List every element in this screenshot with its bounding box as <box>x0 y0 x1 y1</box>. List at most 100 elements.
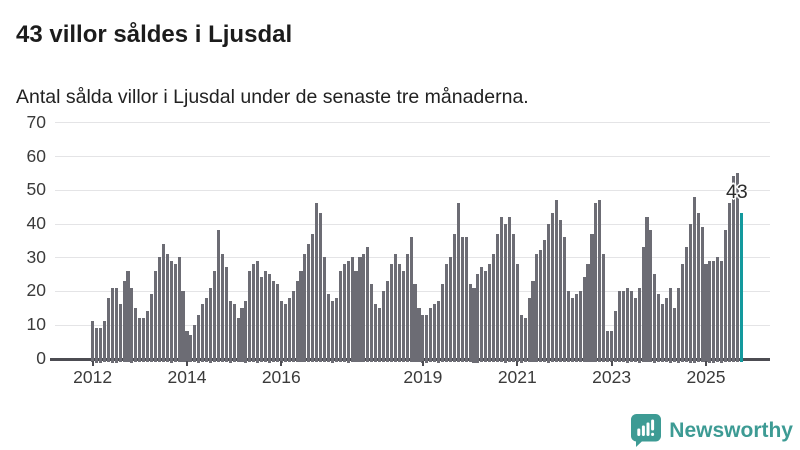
bar <box>728 203 732 363</box>
bar <box>547 223 551 363</box>
bar <box>393 253 397 363</box>
bar <box>295 280 299 363</box>
bar <box>448 257 452 363</box>
newsworthy-logo-text: Newsworthy <box>669 418 793 442</box>
bar <box>303 253 307 363</box>
bar <box>629 290 633 363</box>
y-tick-label: 20 <box>26 280 46 301</box>
bar <box>157 257 161 363</box>
bar <box>527 297 531 363</box>
bar <box>102 321 106 363</box>
bar <box>169 260 173 363</box>
bar <box>256 260 260 363</box>
bar <box>342 263 346 363</box>
bar <box>323 257 327 363</box>
bar <box>378 307 382 363</box>
bar <box>519 314 523 363</box>
last-value-label: 43 <box>726 181 748 203</box>
bar <box>91 321 95 363</box>
bar <box>212 270 217 363</box>
bar <box>299 270 303 363</box>
bar <box>382 290 386 363</box>
bar <box>118 304 122 363</box>
bar <box>307 243 311 363</box>
x-tick-label: 2016 <box>261 367 301 387</box>
bar <box>271 280 276 363</box>
bar <box>590 233 594 363</box>
bar <box>146 311 150 363</box>
y-gridline <box>55 122 770 124</box>
bar <box>468 284 472 363</box>
bar <box>586 263 590 363</box>
bar <box>716 257 720 363</box>
bar <box>130 287 134 363</box>
bar <box>708 260 712 363</box>
bar <box>606 331 610 363</box>
bar <box>224 267 228 363</box>
bar <box>232 304 236 363</box>
x-tick-label: 2025 <box>686 367 726 387</box>
bar <box>594 203 598 363</box>
bar <box>326 294 331 363</box>
bar <box>106 297 110 363</box>
bar <box>413 284 417 363</box>
bar <box>429 307 433 363</box>
bar <box>433 304 437 363</box>
y-tick-label: 40 <box>26 213 46 233</box>
bar <box>684 247 688 363</box>
bar <box>346 260 350 363</box>
bar <box>735 172 739 363</box>
bar <box>153 270 158 363</box>
bar <box>338 270 342 363</box>
x-tick <box>186 361 188 366</box>
bar <box>696 213 700 363</box>
bar <box>370 284 374 363</box>
bar <box>354 270 358 363</box>
bar <box>570 297 574 363</box>
bar <box>110 287 114 363</box>
bar <box>205 297 209 363</box>
bar <box>562 236 566 363</box>
bar <box>511 233 515 363</box>
bar <box>138 317 142 363</box>
bar <box>311 233 315 363</box>
x-tick <box>705 361 707 366</box>
bar <box>720 260 724 363</box>
y-tick-label: 10 <box>26 314 46 335</box>
bar <box>173 263 177 363</box>
bar <box>425 314 429 363</box>
bar <box>731 176 736 363</box>
bar <box>291 290 295 363</box>
bar <box>649 230 653 363</box>
bar <box>676 287 681 363</box>
bar <box>397 263 401 363</box>
bar <box>126 270 130 363</box>
bar <box>488 263 492 363</box>
bar <box>598 199 602 363</box>
bar <box>409 236 413 363</box>
bar <box>507 216 511 363</box>
bar <box>350 257 354 363</box>
bar <box>220 253 224 363</box>
bar <box>244 301 248 363</box>
bar <box>551 213 555 363</box>
bar <box>692 196 696 363</box>
bar <box>669 287 673 363</box>
bar <box>150 294 154 363</box>
bar <box>492 253 496 363</box>
bar <box>637 287 641 363</box>
bar <box>480 267 484 363</box>
bar <box>315 203 319 363</box>
bar <box>558 220 563 363</box>
bar <box>680 263 684 363</box>
bar <box>421 314 425 363</box>
bar <box>193 324 197 363</box>
bar <box>181 290 185 363</box>
bar <box>621 290 625 363</box>
x-tick <box>280 361 283 366</box>
y-gridline <box>55 156 770 157</box>
bar <box>665 297 669 363</box>
bar <box>452 233 456 363</box>
chart-subtitle: Antal sålda villor i Ljusdal under de se… <box>16 85 529 108</box>
x-tick <box>610 361 613 366</box>
